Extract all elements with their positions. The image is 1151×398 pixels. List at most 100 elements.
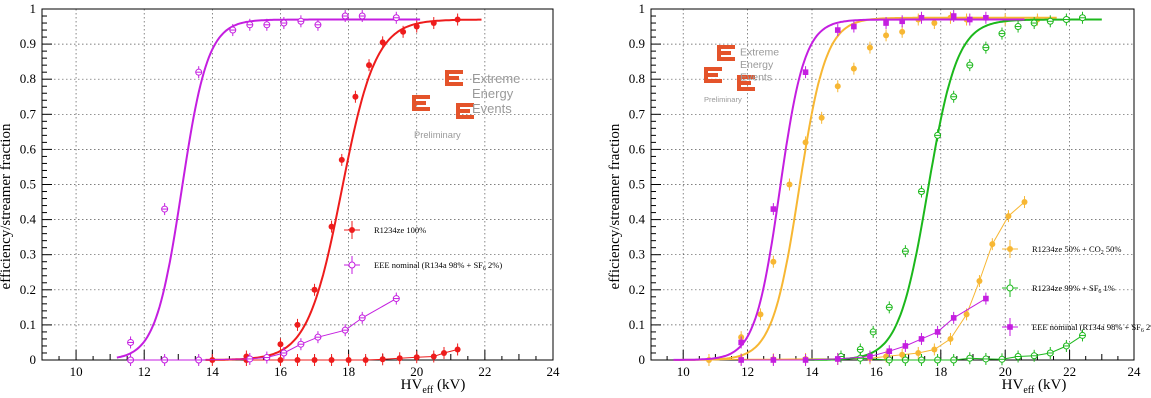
series-efficiency-2 — [116, 10, 421, 359]
data-point — [851, 23, 857, 30]
logo-bar — [412, 101, 426, 105]
data-point — [311, 286, 318, 293]
x-tick-label: 20 — [410, 364, 423, 379]
logo-bar — [412, 95, 430, 99]
x-axis-title-main: HV — [1002, 377, 1024, 393]
x-axis-title-main: HV — [401, 377, 423, 393]
logo-bar — [717, 51, 731, 55]
x-tick-label: 16 — [274, 364, 288, 379]
x-tick-label: 12 — [138, 364, 151, 379]
legend-label: R1234ze 100% — [374, 225, 426, 235]
fit-curve — [116, 18, 421, 359]
data-point — [931, 20, 938, 27]
x-tick-label: 22 — [1063, 364, 1076, 379]
data-point — [738, 357, 744, 363]
y-tick-label: 0.9 — [629, 36, 645, 51]
plot-area — [673, 10, 1102, 366]
legend-label: R1234ze 99% + SF6 1% — [1032, 283, 1115, 295]
series-efficiency-4 — [673, 10, 1025, 361]
data-point — [931, 346, 938, 353]
legend-marker — [1007, 324, 1013, 330]
logo-bar — [445, 82, 463, 86]
logo-bar — [704, 73, 718, 77]
legend-label-sub: 2 — [1101, 250, 1104, 256]
legend-label-tail: 50% — [1104, 244, 1122, 254]
fit-curve — [673, 18, 1025, 361]
logo-bar — [704, 67, 722, 71]
data-point — [440, 349, 447, 356]
x-tick-label: 10 — [677, 364, 690, 379]
data-point — [454, 16, 461, 23]
data-point — [802, 69, 809, 75]
y-tick-label: 0.7 — [20, 106, 37, 121]
series-line — [741, 298, 987, 361]
y-tick-label: 0.3 — [20, 247, 36, 262]
y-tick-label: 1 — [639, 1, 646, 16]
series-efficiency-2 — [805, 11, 1102, 363]
data-point — [770, 206, 777, 212]
legend-label-tail: 1% — [1101, 283, 1114, 293]
legend-marker — [348, 261, 356, 269]
x-tick-label: 12 — [741, 364, 754, 379]
data-point — [918, 336, 925, 342]
data-point — [966, 16, 973, 23]
data-point — [834, 356, 841, 362]
logo-text-energy: Energy — [472, 86, 514, 101]
x-tick-label: 16 — [870, 364, 884, 379]
logo-bar — [717, 45, 735, 49]
data-point — [899, 28, 906, 35]
data-point — [899, 18, 905, 25]
data-point — [277, 357, 284, 363]
legend-label-main: EEE nominal (R134a 98% + SF — [374, 260, 483, 270]
data-point — [294, 321, 301, 328]
data-point — [338, 156, 345, 163]
y-tick-label: 0.6 — [629, 141, 646, 156]
data-point — [866, 44, 873, 51]
logo-bar — [704, 79, 722, 83]
plot-area — [116, 10, 482, 366]
data-point — [867, 353, 873, 360]
data-point — [345, 357, 352, 363]
data-point — [886, 348, 893, 355]
y-tick-label: 0.3 — [629, 247, 645, 262]
x-tick-label: 14 — [806, 364, 820, 379]
x-axis-title-unit: (kV) — [1034, 377, 1066, 393]
data-point — [311, 357, 318, 363]
logo-text-extreme: Extreme — [472, 71, 520, 86]
legend-label-sub: 6 — [1141, 328, 1144, 334]
logo-bar — [412, 107, 430, 111]
fit-curve — [673, 16, 1057, 361]
logo-bar — [737, 81, 751, 85]
x-axis-title: HVeff (kV) — [401, 377, 466, 396]
data-point — [786, 181, 793, 188]
logo-e-mark — [445, 70, 463, 86]
data-point — [770, 357, 777, 363]
x-tick-label: 18 — [342, 364, 355, 379]
y-axis-title: efficiency/streamer fraction — [0, 123, 14, 289]
y-tick-label: 0.8 — [20, 71, 36, 86]
y-tick-label: 0.9 — [20, 36, 36, 51]
logo-text-energy: Energy — [740, 59, 774, 71]
data-point — [899, 351, 906, 358]
logo-bar — [456, 109, 470, 113]
x-axis-title: HVeff (kV) — [1002, 377, 1067, 396]
x-tick-label: 10 — [70, 364, 83, 379]
data-point — [850, 65, 857, 72]
data-point — [950, 315, 957, 321]
logo-text-events: Events — [472, 101, 512, 116]
legend-label-main: EEE nominal (R134a 98% + SF — [1032, 322, 1141, 332]
x-tick-label: 24 — [547, 364, 561, 379]
logo-bar — [456, 115, 474, 119]
data-point — [413, 23, 420, 30]
legend-label-main: R1234ze 100% — [374, 225, 426, 235]
data-point — [918, 14, 925, 21]
data-point — [430, 353, 437, 360]
series-streamer-1 — [705, 196, 1028, 366]
series-streamer-3 — [856, 329, 1086, 366]
data-point — [454, 346, 461, 353]
y-tick-label: 0.2 — [20, 282, 36, 297]
x-tick-label: 14 — [206, 364, 220, 379]
y-tick-label: 0.5 — [629, 177, 645, 192]
